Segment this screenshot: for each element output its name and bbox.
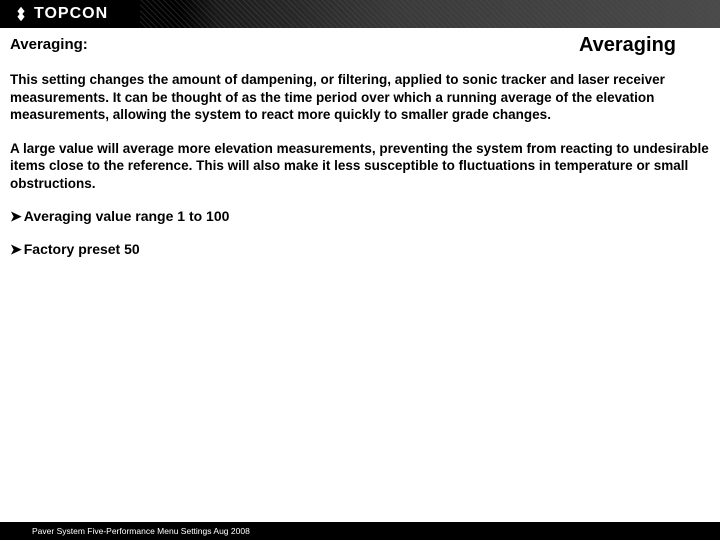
paragraph: A large value will average more elevatio… bbox=[10, 140, 710, 193]
brand-logo: TOPCON bbox=[12, 5, 108, 23]
header-bar: TOPCON bbox=[0, 0, 720, 28]
paragraph: This setting changes the amount of dampe… bbox=[10, 71, 710, 124]
bullet-icon: ➤ bbox=[10, 208, 22, 224]
footer-bar: Paver System Five-Performance Menu Setti… bbox=[0, 522, 720, 540]
page-title: Averaging bbox=[575, 34, 680, 57]
bullet-item: ➤Averaging value range 1 to 100 bbox=[10, 208, 710, 225]
bullet-text: Factory preset 50 bbox=[24, 241, 140, 257]
logo-icon bbox=[12, 5, 30, 23]
bullet-icon: ➤ bbox=[10, 241, 22, 257]
logo-text: TOPCON bbox=[34, 5, 108, 23]
bullet-text: Averaging value range 1 to 100 bbox=[24, 208, 230, 224]
content-area: Averaging: This setting changes the amou… bbox=[0, 28, 720, 258]
footer-text: Paver System Five-Performance Menu Setti… bbox=[32, 526, 250, 536]
bullet-item: ➤Factory preset 50 bbox=[10, 241, 710, 258]
